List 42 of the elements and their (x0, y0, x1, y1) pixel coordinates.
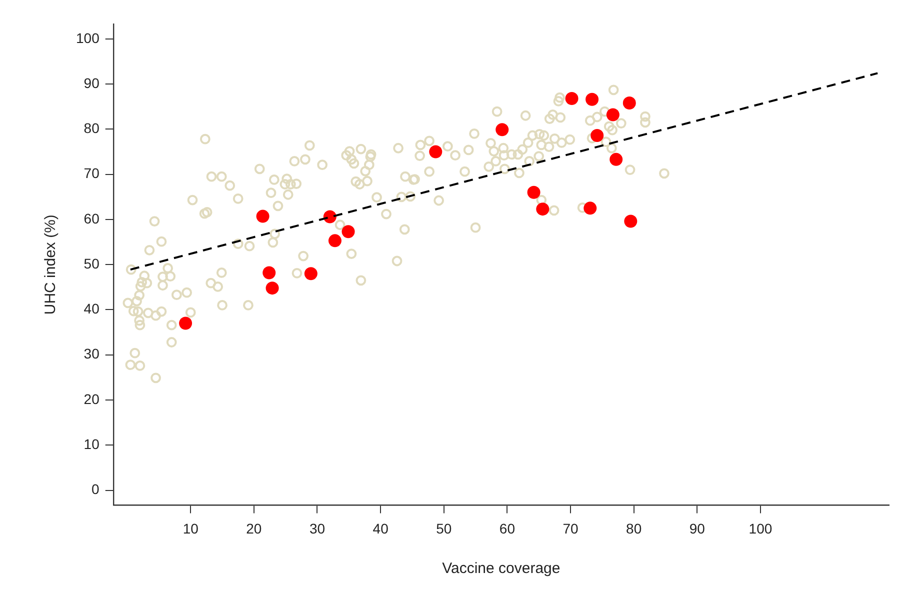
x-tick-label: 10 (182, 520, 199, 536)
point (610, 152, 623, 166)
y-tick-label: 40 (84, 300, 100, 317)
y-tick-label: 70 (84, 165, 100, 182)
point (342, 225, 355, 238)
point (262, 266, 276, 280)
x-tick-label: 40 (372, 520, 389, 536)
point (266, 282, 279, 295)
point (624, 214, 638, 228)
x-tick-label: 100 (748, 520, 772, 536)
point (328, 234, 342, 248)
x-tick-label: 30 (309, 520, 326, 536)
x-tick-label: 90 (689, 520, 706, 536)
point (565, 92, 578, 105)
x-tick-label: 60 (499, 520, 516, 536)
x-tick-label: 80 (626, 520, 642, 536)
point (304, 267, 318, 280)
point (429, 145, 442, 158)
x-tick-label: 50 (436, 520, 452, 536)
y-tick-label: 30 (84, 346, 100, 362)
point (527, 186, 540, 199)
y-tick-label: 20 (84, 390, 100, 407)
y-axis-title: UHC index (%) (42, 214, 60, 315)
y-tick-label: 80 (84, 120, 100, 136)
y-tick-label: 50 (84, 255, 100, 272)
point (622, 96, 636, 110)
x-tick-label: 70 (562, 520, 579, 536)
x-axis-title: Vaccine coverage (442, 560, 560, 578)
point (586, 92, 599, 106)
y-tick-label: 10 (84, 436, 100, 452)
point (590, 129, 604, 142)
point (179, 316, 192, 330)
y-tick-label: 0 (92, 481, 100, 498)
y-tick-label: 100 (76, 30, 100, 46)
point (256, 210, 270, 223)
y-tick-label: 60 (84, 210, 100, 226)
x-tick-label: 20 (246, 520, 262, 536)
point (606, 108, 620, 122)
point (584, 202, 597, 215)
point (536, 202, 550, 216)
point (496, 123, 509, 136)
y-tick-label: 90 (84, 74, 100, 91)
